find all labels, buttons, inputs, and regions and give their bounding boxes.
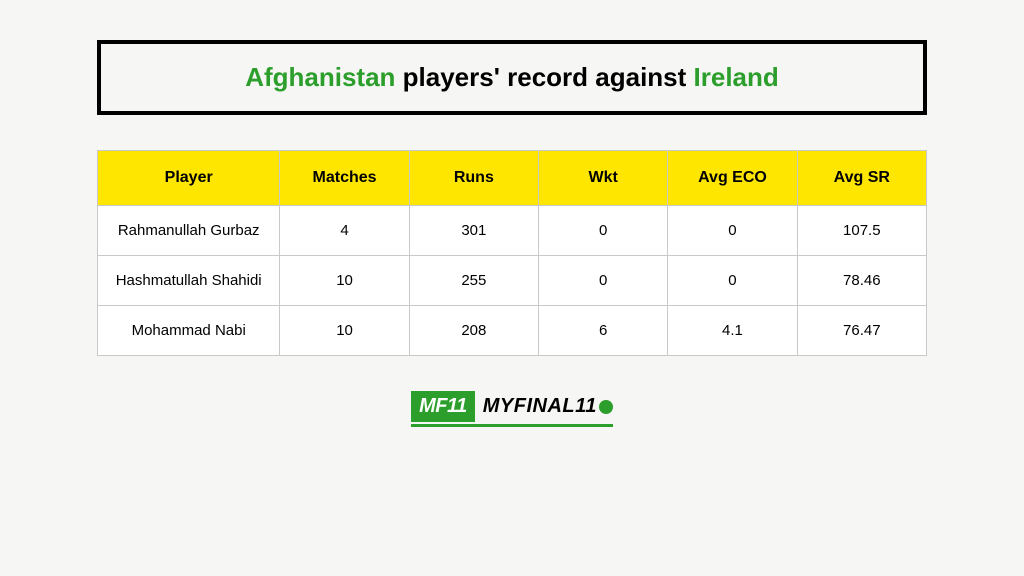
cell-matches: 10 bbox=[280, 256, 409, 306]
ball-icon bbox=[599, 400, 613, 414]
cell-wkt: 0 bbox=[539, 206, 668, 256]
col-header-matches: Matches bbox=[280, 151, 409, 206]
cell-avg-sr: 76.47 bbox=[797, 306, 926, 356]
cell-avg-sr: 107.5 bbox=[797, 206, 926, 256]
cell-avg-eco: 0 bbox=[668, 256, 797, 306]
cell-avg-sr: 78.46 bbox=[797, 256, 926, 306]
table-row: Mohammad Nabi 10 208 6 4.1 76.47 bbox=[98, 306, 927, 356]
col-header-player: Player bbox=[98, 151, 280, 206]
cell-wkt: 6 bbox=[539, 306, 668, 356]
cell-player: Hashmatullah Shahidi bbox=[98, 256, 280, 306]
cell-runs: 208 bbox=[409, 306, 538, 356]
cell-player: Mohammad Nabi bbox=[98, 306, 280, 356]
title-team2: Ireland bbox=[694, 62, 779, 92]
table-row: Rahmanullah Gurbaz 4 301 0 0 107.5 bbox=[98, 206, 927, 256]
logo-badge: MF11 bbox=[411, 391, 475, 422]
col-header-runs: Runs bbox=[409, 151, 538, 206]
cell-runs: 301 bbox=[409, 206, 538, 256]
cell-wkt: 0 bbox=[539, 256, 668, 306]
brand-logo: MF11 MYFINAL11 bbox=[411, 391, 613, 427]
logo-text: MYFINAL11 bbox=[483, 395, 613, 418]
title-middle: players' record against bbox=[395, 62, 693, 92]
col-header-avg-eco: Avg ECO bbox=[668, 151, 797, 206]
cell-runs: 255 bbox=[409, 256, 538, 306]
col-header-avg-sr: Avg SR bbox=[797, 151, 926, 206]
cell-avg-eco: 0 bbox=[668, 206, 797, 256]
table-row: Hashmatullah Shahidi 10 255 0 0 78.46 bbox=[98, 256, 927, 306]
col-header-wkt: Wkt bbox=[539, 151, 668, 206]
stats-table: Player Matches Runs Wkt Avg ECO Avg SR R… bbox=[97, 150, 927, 356]
cell-avg-eco: 4.1 bbox=[668, 306, 797, 356]
title-box: Afghanistan players' record against Irel… bbox=[97, 40, 927, 115]
cell-matches: 4 bbox=[280, 206, 409, 256]
table-header-row: Player Matches Runs Wkt Avg ECO Avg SR bbox=[98, 151, 927, 206]
cell-player: Rahmanullah Gurbaz bbox=[98, 206, 280, 256]
title-team1: Afghanistan bbox=[245, 62, 395, 92]
cell-matches: 10 bbox=[280, 306, 409, 356]
